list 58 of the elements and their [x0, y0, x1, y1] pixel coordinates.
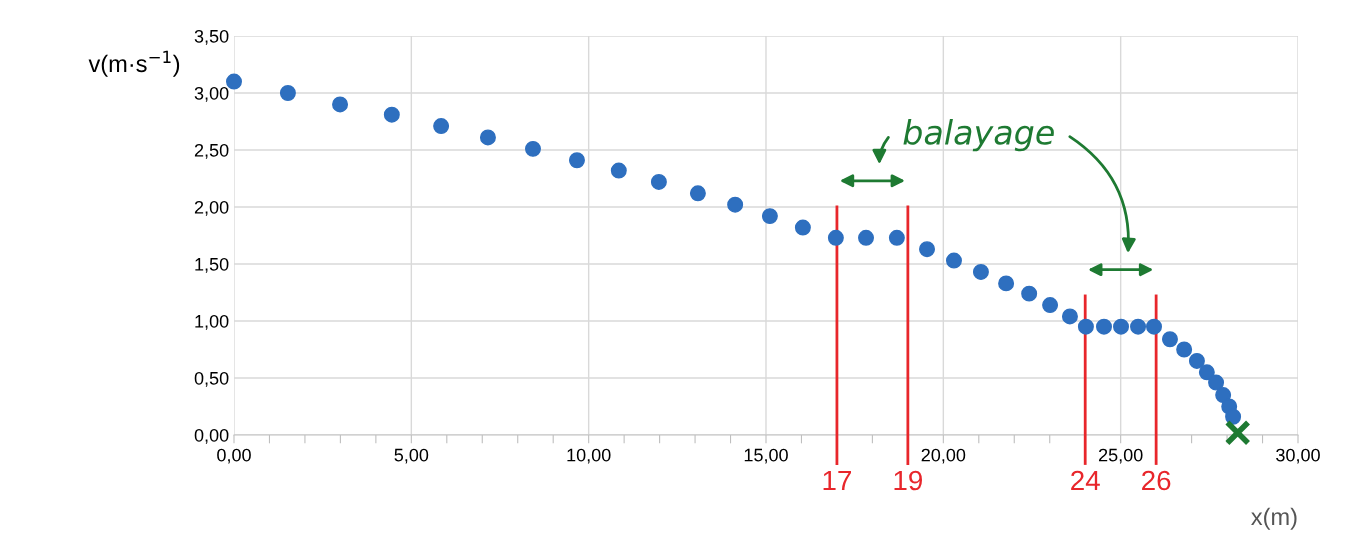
point — [1208, 374, 1225, 391]
point — [433, 118, 450, 135]
ref-line-label: 17 — [823, 470, 851, 491]
y-tick-label: 3,00 — [194, 86, 229, 102]
ref-line-label: 19 — [894, 470, 922, 491]
point — [332, 96, 349, 113]
point — [568, 152, 585, 169]
x-axis-title: x(m) — [1251, 507, 1297, 530]
point — [1077, 318, 1094, 335]
point — [650, 173, 667, 190]
point — [858, 229, 874, 246]
point — [998, 275, 1015, 292]
point — [1061, 308, 1078, 325]
point — [972, 264, 989, 280]
y-tick-label: 3,50 — [194, 29, 229, 45]
point — [1096, 318, 1112, 335]
point — [383, 106, 400, 123]
x-tick-label: 10,00 — [567, 448, 611, 464]
x-tick-label: 0,00 — [217, 448, 251, 464]
x-tick-label: 30,00 — [1276, 448, 1320, 464]
point — [919, 241, 935, 258]
x-tick-label: 15,00 — [744, 448, 788, 464]
point — [1188, 352, 1205, 369]
y-tick-label: 1,50 — [195, 257, 229, 273]
point — [1021, 285, 1038, 302]
point — [1224, 419, 1251, 446]
point — [1130, 318, 1147, 335]
ref-line-label: 24 — [1071, 470, 1100, 491]
annotation: balayage — [903, 119, 1054, 152]
point — [479, 129, 496, 146]
point — [689, 185, 706, 202]
x-tick-label: 20,00 — [921, 448, 966, 464]
point — [279, 85, 296, 101]
point — [1215, 387, 1232, 404]
point — [525, 140, 541, 157]
point — [610, 162, 627, 179]
y-tick-label: 0,00 — [194, 428, 229, 444]
point — [794, 219, 811, 236]
y-axis-title: v(m·s$^{−1}$) — [88, 50, 180, 77]
point — [1225, 408, 1242, 425]
y-tick-label: 2,50 — [194, 143, 229, 159]
point — [945, 252, 962, 269]
y-tick-label: 1,00 — [195, 314, 229, 330]
point — [888, 229, 905, 246]
y-tick-label: 0,50 — [194, 371, 229, 387]
point — [827, 229, 844, 246]
y-tick-label: 2,00 — [194, 200, 229, 216]
ref-line-label: 26 — [1142, 470, 1171, 491]
point — [761, 208, 778, 225]
point — [1198, 364, 1215, 381]
x-tick-label: 25,00 — [1098, 448, 1143, 464]
x-tick-label: 5,00 — [394, 448, 429, 464]
point — [1176, 341, 1193, 358]
point — [727, 196, 744, 213]
point — [1113, 318, 1129, 335]
point — [1042, 297, 1059, 314]
point — [1146, 318, 1162, 335]
point — [1161, 331, 1178, 348]
